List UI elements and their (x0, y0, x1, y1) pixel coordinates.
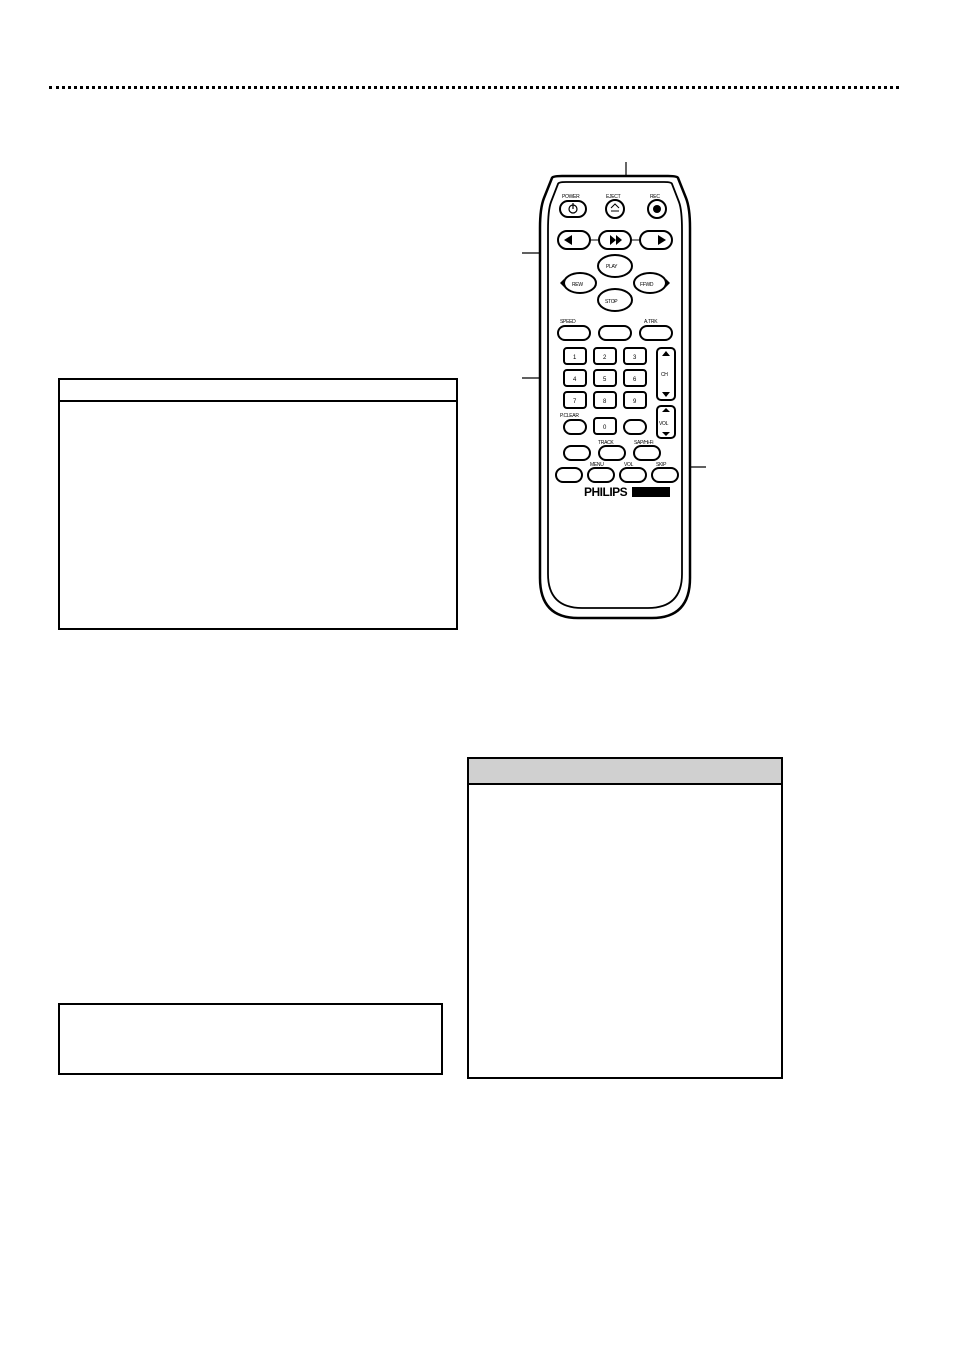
nav-row (558, 231, 672, 249)
play-label: PLAY (606, 264, 618, 270)
svg-text:CH: CH (661, 372, 668, 378)
atrk-button (640, 326, 672, 340)
stop-label: STOP (605, 299, 618, 305)
mode-mid-button (599, 326, 631, 340)
eject-button (606, 200, 624, 218)
remote-control-illustration: POWER EJECT REC PLAY R (522, 148, 708, 623)
dotted-separator (49, 86, 899, 89)
keypad: 1 2 3 4 5 6 7 8 9 (564, 348, 646, 408)
pclear-label: P.CLEAR (560, 413, 579, 419)
vol-button (620, 468, 646, 482)
content-box-1-header (60, 380, 456, 402)
skip-button (652, 468, 678, 482)
brand-label: PHILIPS (584, 485, 628, 499)
content-box-1 (58, 378, 458, 630)
atrk-label: A.TRK (644, 319, 658, 325)
track-button (599, 446, 625, 460)
eject-label: EJECT (606, 194, 621, 200)
content-box-2 (58, 1003, 443, 1075)
rew-label: REW (572, 282, 583, 288)
nav-right (640, 231, 672, 249)
func-1a (564, 446, 590, 460)
svg-text:VOL: VOL (659, 421, 669, 427)
nav-left (558, 231, 590, 249)
content-box-3 (467, 757, 783, 1079)
func-2a (556, 468, 582, 482)
pclear-button (564, 420, 586, 434)
power-label: POWER (562, 194, 580, 200)
ffwd-label: FFWD (640, 282, 654, 288)
speed-label: SPEED (560, 319, 576, 325)
brand-block (632, 487, 670, 497)
side-buttons: CH VOL (657, 348, 675, 438)
menu-button (588, 468, 614, 482)
sap-button (634, 446, 660, 460)
top-button-row: POWER EJECT REC (560, 194, 666, 218)
rec-label: REC (650, 194, 660, 200)
content-box-3-header (469, 759, 781, 785)
blank-key (624, 420, 646, 434)
speed-button (558, 326, 590, 340)
